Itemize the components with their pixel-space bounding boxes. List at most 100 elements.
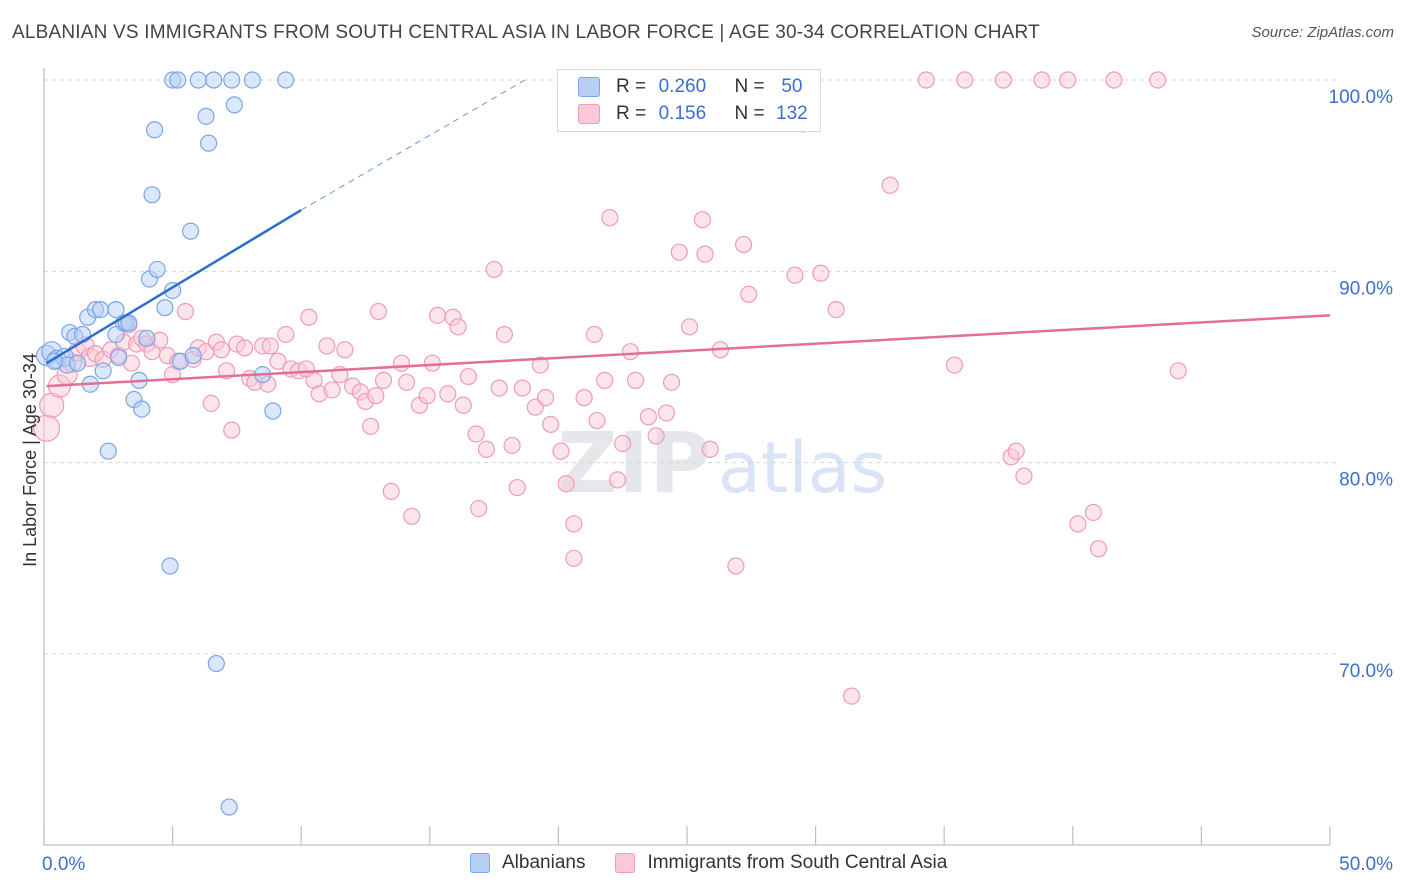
pink-point (680, 318, 699, 336)
pink-point (261, 337, 279, 355)
watermark-zip: ZIP (557, 414, 711, 512)
pink-point (696, 245, 714, 263)
blue-point (138, 329, 156, 347)
pink-point (236, 339, 254, 357)
blue-point (145, 121, 164, 139)
pink-point (269, 352, 287, 370)
blue-point (243, 71, 261, 89)
pink-point (1149, 71, 1167, 89)
albanians-swatch (470, 853, 490, 873)
pink-point (1084, 503, 1102, 522)
y-tick-label: 100.0% (1329, 87, 1394, 108)
blue-point (107, 301, 125, 319)
pink-point (670, 243, 688, 261)
pink-point (1059, 71, 1077, 89)
pink-point (565, 515, 583, 533)
pink-point (917, 71, 935, 89)
legend-pink-r-value: 0.156 (658, 103, 707, 124)
pink-point (843, 687, 861, 705)
pink-point (1033, 71, 1051, 89)
pink-point (423, 354, 441, 372)
blue-point (94, 362, 112, 380)
pink-point (449, 318, 467, 336)
pink-point (477, 440, 495, 458)
legend-pink-n-label: N = (734, 103, 765, 124)
pink-point (336, 341, 354, 359)
pink-point (467, 425, 485, 443)
y-tick-label: 80.0% (1339, 470, 1393, 491)
watermark-atlas: atlas (718, 427, 887, 509)
x-tick-label: 0.0% (42, 854, 85, 875)
pink-swatch (578, 104, 600, 124)
pink-point (485, 260, 503, 279)
y-axis-label: In Labor Force | Age 30-34 (20, 353, 40, 567)
pink-point (392, 354, 411, 372)
legend-blue-n-value: 50 (781, 76, 803, 97)
pink-point (277, 325, 295, 344)
gridlines (44, 79, 1338, 655)
blue-point (220, 798, 238, 816)
blue-point (161, 557, 179, 575)
pink-point (503, 436, 521, 455)
pink-point (945, 356, 964, 374)
legend-row-pink: R = 0.156 N = 132 (578, 102, 814, 126)
pink-point (585, 325, 604, 344)
pink-point (495, 325, 513, 344)
legend-pink-r-label: R = (616, 103, 647, 124)
pink-point (382, 482, 400, 500)
y-tick-label: 70.0% (1339, 661, 1393, 682)
blue-point (207, 654, 225, 673)
legend-label-immigrants: Immigrants from South Central Asia (647, 852, 948, 873)
pink-point (657, 404, 676, 422)
tick-labels: 100.0% 90.0% 80.0% 70.0% 0.0% 50.0% (42, 87, 1393, 875)
blue-point (148, 260, 166, 279)
pink-point (470, 499, 488, 518)
pink-point (734, 235, 753, 254)
source-label: Source: ZipAtlas.com (1251, 24, 1394, 41)
pink-point (202, 394, 220, 412)
pink-point (318, 337, 336, 355)
legend-row-blue: R = 0.260 N = 50 (578, 75, 814, 99)
blue-swatch (578, 77, 600, 97)
pink-point (374, 371, 393, 389)
pink-point (994, 71, 1012, 89)
legend-blue-r-label: R = (616, 76, 647, 97)
pink-point (362, 417, 380, 435)
pink-point (827, 301, 845, 319)
pink-point (369, 302, 387, 321)
stats-legend: R = 0.260 N = 50 R = 0.156 N = 132 (557, 69, 821, 132)
blue-trend-line (45, 209, 302, 365)
pink-point (701, 440, 719, 458)
pink-point (662, 373, 681, 391)
pink-point (439, 385, 457, 403)
pink-point (557, 475, 575, 493)
pink-point (1007, 442, 1025, 460)
pink-point (403, 507, 421, 525)
y-tick-label: 90.0% (1339, 278, 1393, 299)
blue-point (277, 71, 295, 89)
blue-point (223, 71, 241, 89)
pink-point (418, 387, 436, 405)
pink-point (881, 176, 899, 194)
blue-point (143, 186, 161, 204)
pink-point (727, 557, 745, 575)
immigrants-swatch (615, 853, 636, 873)
legend-pink-n-value: 132 (776, 103, 808, 124)
pink-point (601, 209, 619, 227)
legend-item-immigrants: Immigrants from South Central Asia (615, 852, 947, 874)
pink-point (608, 471, 627, 489)
pink-point (1069, 515, 1087, 533)
blue-point (197, 107, 215, 125)
blue-point (225, 96, 243, 114)
trend-lines (45, 79, 1331, 388)
axes (43, 68, 1331, 846)
blue-points (35, 71, 295, 816)
pink-point (626, 371, 645, 389)
blue-point (169, 71, 187, 89)
blue-point (91, 301, 110, 319)
blue-point (156, 299, 174, 317)
blue-point (200, 134, 218, 152)
x-tick-label: 50.0% (1339, 854, 1393, 875)
pink-point (1089, 540, 1108, 558)
pink-point (212, 341, 231, 359)
